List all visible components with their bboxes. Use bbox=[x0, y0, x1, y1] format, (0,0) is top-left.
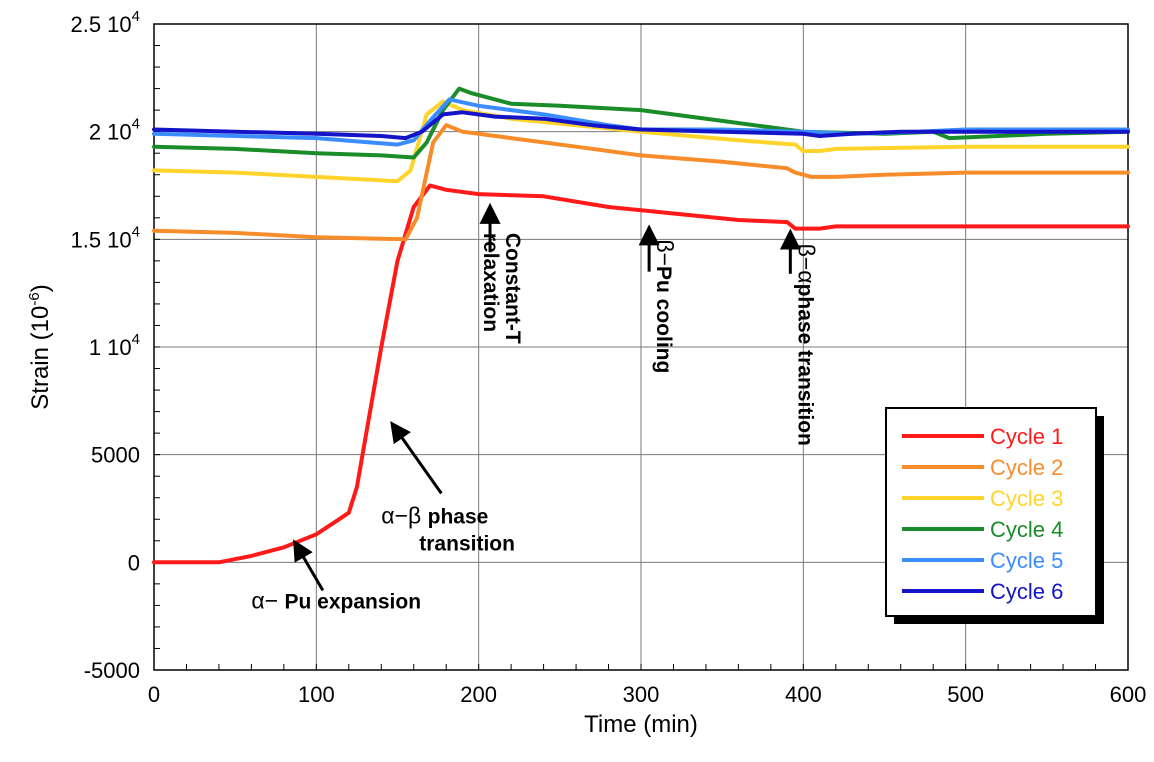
legend-entry-cycle-2: Cycle 2 bbox=[902, 455, 1063, 480]
y-tick-labels: -5000 0 5000 1 104 1.5 104 2 104 2.5 104 bbox=[70, 8, 140, 683]
x-tick-label: 300 bbox=[623, 682, 660, 707]
annotation-beta-pu-cooling: β−Pu cooling bbox=[638, 224, 678, 373]
annotation-alpha-pu-expansion: α− Pu expansion bbox=[251, 539, 421, 614]
annotation-beta-alpha-transition: β−αphase transition bbox=[779, 228, 819, 446]
x-tick-label: 600 bbox=[1110, 682, 1147, 707]
legend-entry-cycle-6: Cycle 6 bbox=[902, 579, 1063, 604]
legend-entry-cycle-1: Cycle 1 bbox=[902, 424, 1063, 449]
y-axis-title: Strain (10-6) bbox=[26, 284, 54, 409]
x-tick-label: 500 bbox=[947, 682, 984, 707]
y-tick-label: 2.5 104 bbox=[70, 8, 140, 37]
annotations: α− Pu expansion α−β phase transition Consta… bbox=[251, 202, 819, 614]
plot-frame bbox=[153, 23, 1129, 671]
y-axis-title-main: Strain (10 bbox=[27, 306, 54, 410]
series-line-cycle-4 bbox=[152, 86, 1130, 160]
annotation-alpha-beta-transition: α−β phase transition bbox=[381, 421, 515, 556]
legend-label: Cycle 6 bbox=[990, 579, 1063, 604]
y-tick-label: 1 104 bbox=[89, 331, 140, 360]
annotation-label: α−β phase bbox=[381, 503, 488, 529]
x-tick-label: 400 bbox=[785, 682, 822, 707]
annotation-label: α− Pu expansion bbox=[251, 588, 421, 614]
legend-label: Cycle 4 bbox=[990, 517, 1063, 542]
legend-box bbox=[885, 407, 1097, 617]
x-tick-labels: 0 100 200 300 400 500 600 bbox=[148, 682, 1146, 707]
y-tick-label: 1.5 104 bbox=[70, 223, 140, 252]
x-tick-label: 200 bbox=[460, 682, 497, 707]
annotation-arrow bbox=[293, 539, 325, 592]
legend-entry-cycle-5: Cycle 5 bbox=[902, 548, 1063, 573]
y-tick-label: -5000 bbox=[84, 658, 140, 683]
legend-label: Cycle 5 bbox=[990, 548, 1063, 573]
x-axis-title: Time (min) bbox=[584, 711, 698, 738]
series-line-cycle-2 bbox=[152, 123, 1130, 242]
y-tick-label: 2 104 bbox=[89, 116, 140, 145]
annotation-label: β−αphase transition bbox=[793, 244, 819, 446]
legend-entry-cycle-3: Cycle 3 bbox=[902, 486, 1063, 511]
annotation-label: Constant-T bbox=[501, 233, 524, 344]
annotation-label: β−Pu cooling bbox=[652, 239, 678, 373]
annotation-label-line2: relaxation bbox=[479, 233, 502, 332]
series-line-cycle-1 bbox=[152, 183, 1130, 565]
legend: Cycle 1 Cycle 2 Cycle 3 Cycle 4 Cycle 5 Cycle… bbox=[885, 407, 1104, 624]
annotation-arrow bbox=[390, 421, 443, 495]
y-tick-label: 0 bbox=[128, 550, 140, 575]
series-line-cycle-3 bbox=[152, 99, 1130, 184]
legend-label: Cycle 2 bbox=[990, 455, 1063, 480]
y-tick-label: 5000 bbox=[91, 443, 140, 468]
legend-label: Cycle 1 bbox=[990, 424, 1063, 449]
series-lines bbox=[152, 86, 1130, 565]
y-axis-title-suffix: ) bbox=[27, 284, 54, 292]
y-axis-title-exponent: -6 bbox=[26, 292, 43, 305]
x-tick-label: 0 bbox=[148, 682, 160, 707]
annotation-label-line2: transition bbox=[419, 533, 515, 556]
legend-entry-cycle-4: Cycle 4 bbox=[902, 517, 1063, 542]
x-tick-label: 100 bbox=[298, 682, 335, 707]
series-line-cycle-6 bbox=[152, 110, 1130, 141]
legend-label: Cycle 3 bbox=[990, 486, 1063, 511]
